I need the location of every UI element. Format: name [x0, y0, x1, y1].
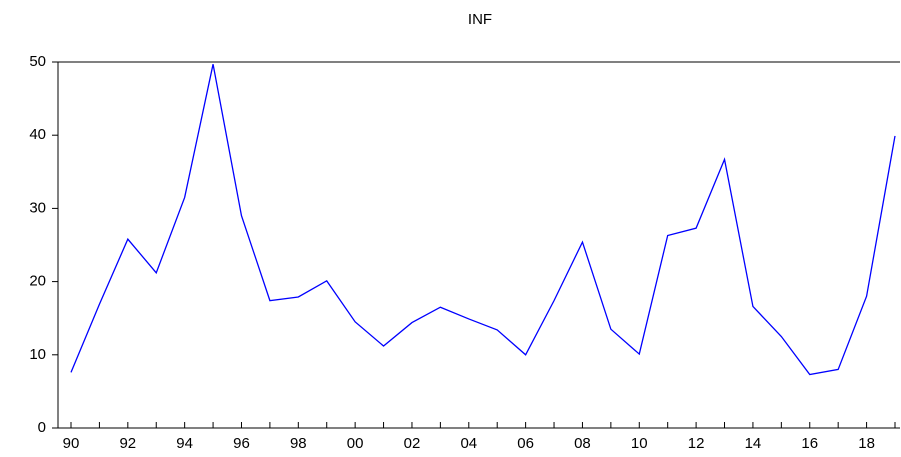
x-tick-label: 16	[801, 435, 818, 452]
y-tick-label: 10	[29, 346, 46, 363]
x-tick-label: 92	[119, 435, 136, 452]
x-tick-label: 06	[517, 435, 534, 452]
y-tick-label: 30	[29, 199, 46, 216]
y-tick-label: 0	[38, 419, 46, 436]
x-tick-label: 04	[460, 435, 477, 452]
x-tick-label: 18	[858, 435, 875, 452]
x-tick-label: 08	[574, 435, 591, 452]
y-tick-label: 40	[29, 126, 46, 143]
x-tick-label: 12	[688, 435, 705, 452]
y-tick-label: 50	[29, 53, 46, 70]
x-tick-label: 98	[290, 435, 307, 452]
x-tick-label: 90	[63, 435, 80, 452]
x-tick-label: 10	[631, 435, 648, 452]
y-tick-label: 20	[29, 273, 46, 290]
x-tick-label: 14	[745, 435, 762, 452]
x-tick-label: 00	[347, 435, 364, 452]
chart-title: INF	[468, 11, 492, 28]
data-line	[70, 64, 896, 376]
x-tick-label: 02	[404, 435, 421, 452]
x-tick-label: 96	[233, 435, 250, 452]
x-tick-label: 94	[176, 435, 193, 452]
